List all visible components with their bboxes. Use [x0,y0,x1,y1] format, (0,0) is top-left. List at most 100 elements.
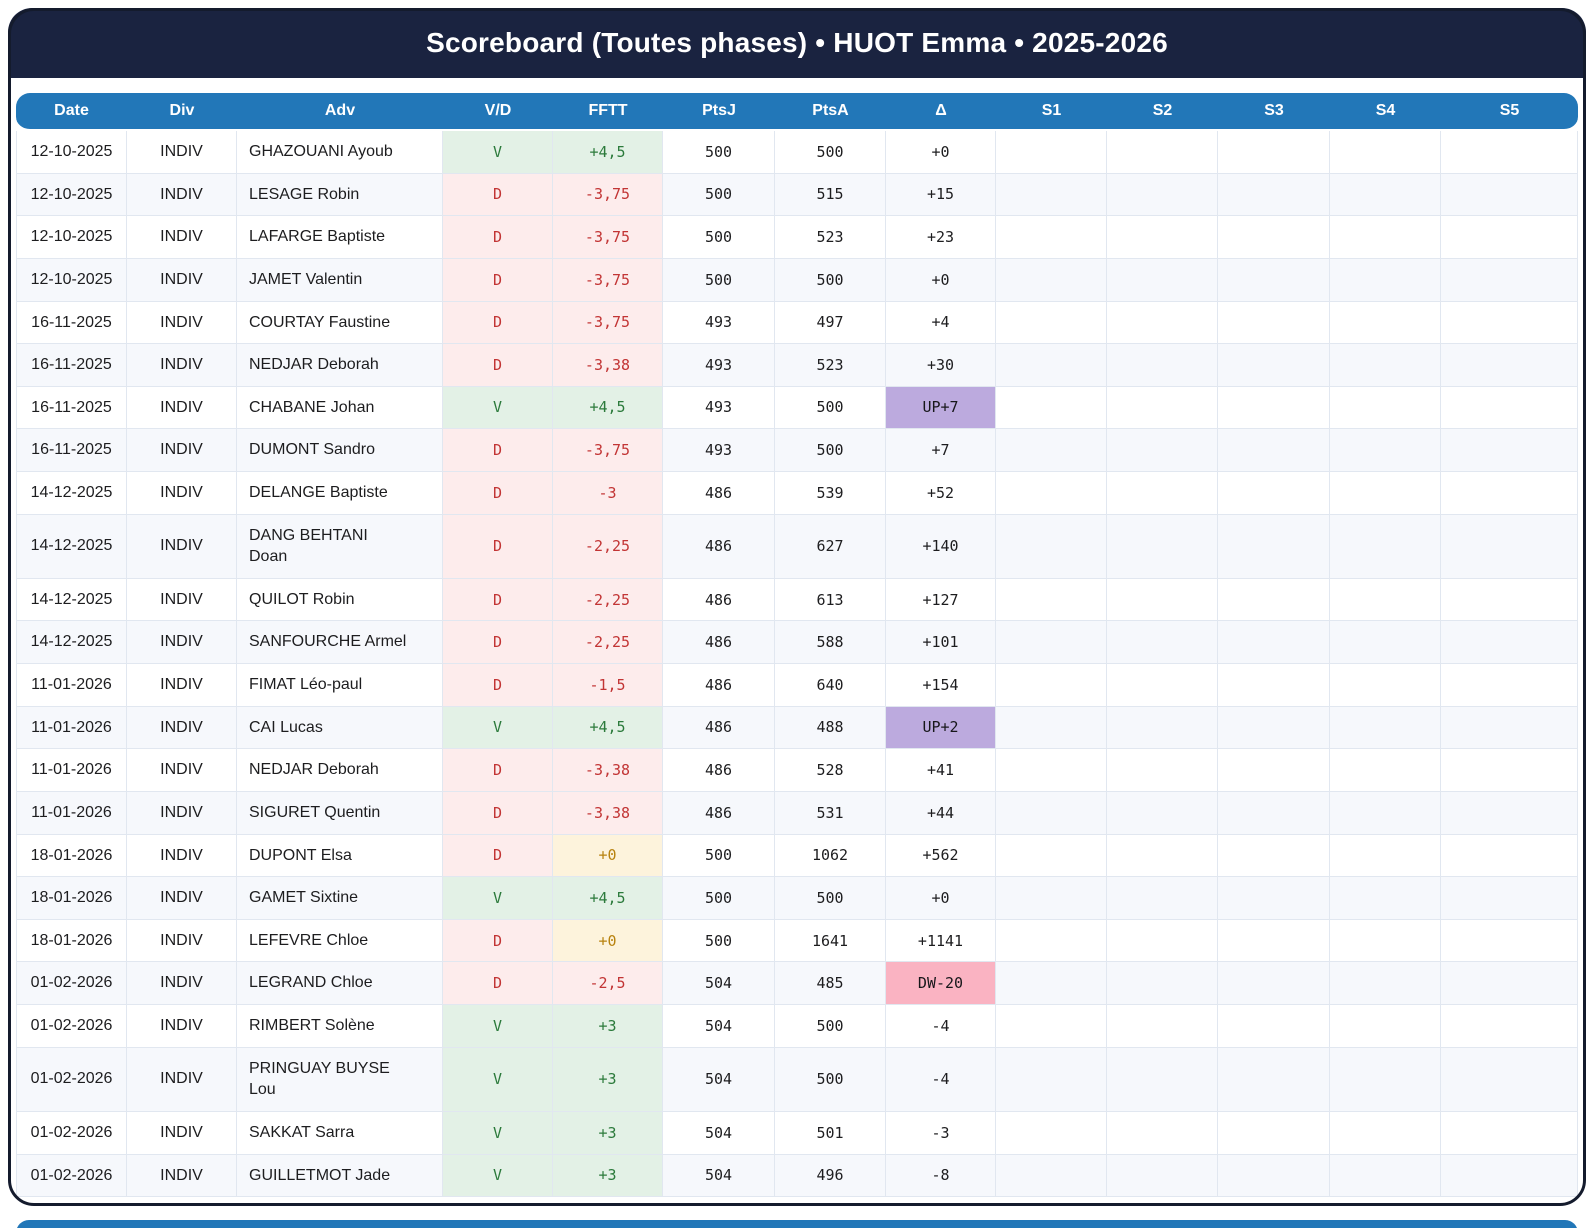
cell-fftt-points: -3,75 [553,216,663,259]
cell-set2 [1107,1111,1218,1155]
adversary-name: COURTAY Faustine [249,313,391,331]
cell-fftt-points: +3 [553,1005,663,1048]
cell-set4 [1330,1111,1441,1155]
cell-adversary: JAMET Valentin [237,258,443,302]
cell-fftt-points: -3,75 [553,429,663,472]
cell-date: 14-12-2025 [16,621,127,665]
cell-delta: -3 [886,1111,996,1155]
cell-delta: +0 [886,258,996,302]
cell-set1 [996,706,1107,750]
cell-fftt-points: -2,25 [553,578,663,622]
adversary-name: SIGURET Quentin [249,803,381,821]
cell-date: 01-02-2026 [16,962,127,1006]
cell-result: D [443,621,553,665]
cell-date: 12-10-2025 [16,131,127,174]
cell-set5 [1441,664,1578,707]
cell-set2 [1107,621,1218,665]
cell-set5 [1441,919,1578,963]
cell-delta: -8 [886,1154,996,1198]
cell-fftt-points: +0 [553,919,663,963]
table-row: 11-01-2026 INDIV NEDJAR Deborah D -3,38 … [16,749,1578,792]
cell-division: INDIV [127,877,237,920]
cell-set4 [1330,621,1441,665]
cell-adversary: SIGURET Quentin [237,791,443,835]
cell-set5 [1441,386,1578,430]
cell-set3 [1218,834,1330,878]
cell-delta: +0 [886,131,996,174]
adversary-name: QUILOT Robin [249,590,355,608]
table-row: 11-01-2026 INDIV CAI Lucas V +4,5 486 48… [16,706,1578,750]
cell-set4 [1330,301,1441,345]
cell-adversary: SANFOURCHE Armel [237,621,443,665]
cell-adversary: QUILOT Robin [237,578,443,622]
cell-result: D [443,514,553,579]
cell-set3 [1218,621,1330,665]
column-header-div: Div [127,93,237,131]
cell-set4 [1330,344,1441,387]
adversary-name: LAFARGE Baptiste [249,228,386,246]
table-row: 16-11-2025 INDIV DUMONT Sandro D -3,75 4… [16,429,1578,472]
cell-division: INDIV [127,472,237,515]
cell-ptsa: 496 [775,1154,886,1198]
cell-set1 [996,258,1107,302]
cell-division: INDIV [127,1154,237,1198]
cell-set4 [1330,962,1441,1006]
cell-ptsa: 485 [775,962,886,1006]
cell-division: INDIV [127,962,237,1006]
cell-set2 [1107,791,1218,835]
cell-ptsj: 493 [663,301,775,345]
column-header-date: Date [16,93,127,131]
cell-date: 16-11-2025 [16,386,127,430]
cell-ptsj: 493 [663,386,775,430]
cell-set5 [1441,344,1578,387]
cell-set2 [1107,514,1218,579]
cell-ptsj: 493 [663,344,775,387]
cell-division: INDIV [127,1111,237,1155]
cell-set1 [996,173,1107,217]
cell-set1 [996,578,1107,622]
cell-set2 [1107,131,1218,174]
cell-delta: UP+7 [886,386,996,430]
next-section-header-bar [16,1220,1578,1228]
cell-result: V [443,1047,553,1112]
cell-division: INDIV [127,834,237,878]
cell-date: 11-01-2026 [16,664,127,707]
cell-ptsa: 488 [775,706,886,750]
adversary-name: RIMBERT Solène [249,1017,375,1035]
cell-result: V [443,1005,553,1048]
cell-ptsj: 500 [663,834,775,878]
cell-fftt-points: -3,75 [553,301,663,345]
cell-date: 18-01-2026 [16,834,127,878]
cell-set3 [1218,1111,1330,1155]
cell-result: D [443,429,553,472]
cell-ptsj: 486 [663,578,775,622]
cell-set5 [1441,1005,1578,1048]
cell-set4 [1330,706,1441,750]
cell-division: INDIV [127,131,237,174]
cell-set1 [996,514,1107,579]
cell-division: INDIV [127,301,237,345]
cell-fftt-points: +3 [553,1111,663,1155]
cell-division: INDIV [127,514,237,579]
cell-set3 [1218,706,1330,750]
cell-date: 01-02-2026 [16,1111,127,1155]
cell-fftt-points: +0 [553,834,663,878]
cell-fftt-points: +3 [553,1154,663,1198]
adversary-name: DANG BEHTANI Doan [249,526,368,566]
cell-result: V [443,386,553,430]
cell-ptsa: 1641 [775,919,886,963]
column-header-ptsa: PtsA [775,93,886,131]
table-row: 18-01-2026 INDIV GAMET Sixtine V +4,5 50… [16,877,1578,920]
cell-ptsj: 493 [663,429,775,472]
cell-set3 [1218,429,1330,472]
cell-set5 [1441,472,1578,515]
cell-set3 [1218,131,1330,174]
cell-set3 [1218,301,1330,345]
cell-ptsa: 588 [775,621,886,665]
cell-division: INDIV [127,429,237,472]
cell-division: INDIV [127,664,237,707]
adversary-name: DELANGE Baptiste [249,484,388,501]
adversary-name: JAMET Valentin [249,270,363,288]
adversary-name: GHAZOUANI Ayoub [249,143,393,160]
cell-ptsj: 500 [663,131,775,174]
